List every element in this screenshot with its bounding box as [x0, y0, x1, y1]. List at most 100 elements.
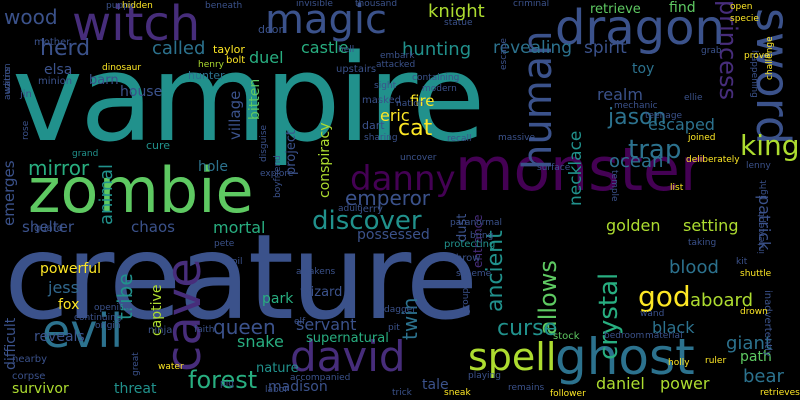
word: evil [42, 304, 124, 358]
word: containing [412, 73, 460, 83]
word: minion [38, 76, 73, 87]
word: necklace [566, 130, 586, 206]
word: curse [497, 316, 558, 341]
word: puppy [106, 1, 135, 11]
word: wand [640, 309, 665, 319]
word: trick [392, 388, 412, 398]
word: pit [388, 323, 400, 333]
word: stock [553, 331, 580, 342]
word: remains [508, 383, 545, 393]
word: fire [410, 92, 435, 110]
word: chaos [131, 218, 175, 236]
word: henry [198, 60, 224, 70]
word: giant [726, 333, 772, 354]
word: massive [498, 133, 536, 143]
word: invisible [296, 0, 333, 9]
word: retrieve [590, 2, 641, 17]
word: village [226, 90, 244, 140]
word: statue [444, 18, 473, 28]
word: blood [669, 257, 719, 278]
word: trap [628, 135, 682, 165]
word: nation [396, 99, 425, 109]
word: lenny [746, 161, 771, 171]
word: duel [249, 48, 284, 67]
word: dinosaur [102, 63, 142, 73]
word: modern [422, 84, 457, 94]
word: uncover [400, 153, 437, 163]
word: snake [237, 332, 284, 351]
word: taylor [213, 43, 245, 56]
word: hunter [188, 69, 225, 82]
word: animal [96, 163, 117, 225]
word: faith [194, 325, 215, 335]
word: audition [3, 63, 13, 100]
word: embark [380, 51, 415, 61]
word: prove [744, 51, 770, 61]
word: path [740, 349, 772, 365]
word: crystal [594, 272, 624, 360]
word: explore [260, 169, 294, 179]
word: surface [537, 163, 571, 173]
word: specie [730, 14, 759, 24]
word: ocean [609, 151, 664, 172]
word: thousand [355, 0, 398, 9]
word: dagger [384, 305, 416, 315]
word: list [670, 183, 684, 193]
word: bring [470, 231, 494, 241]
word: attacked [376, 60, 416, 70]
word: fox [58, 297, 80, 313]
word: dragon [555, 0, 725, 56]
word: recall [447, 134, 472, 144]
word: bedroom [604, 331, 645, 341]
word: park [262, 291, 294, 307]
word: great [131, 352, 141, 376]
word: rose [21, 120, 31, 140]
word: protecting [444, 239, 496, 250]
word: inadvertently [762, 290, 773, 357]
word: cat [398, 116, 433, 141]
word: threat [114, 381, 157, 397]
word: water [158, 362, 184, 372]
word: knight [428, 1, 485, 22]
word: joined [688, 133, 716, 143]
word: king [740, 129, 800, 162]
word: jin [20, 89, 32, 100]
word: bolt [226, 55, 246, 66]
word: upstairs [336, 64, 377, 75]
word: toy [632, 61, 655, 77]
word: disguise [259, 124, 269, 162]
word: deliberately [686, 155, 740, 165]
word: criminal [513, 0, 550, 9]
word: teenage [645, 111, 683, 121]
word: cave [156, 258, 212, 372]
word: aboard [690, 290, 754, 311]
word: grab [701, 46, 722, 56]
word: playing [468, 371, 501, 381]
word: jess [48, 278, 79, 297]
word: light [759, 180, 769, 200]
word: witch [72, 0, 201, 52]
word: guard [34, 223, 64, 234]
word: open [730, 2, 753, 12]
word: sneak [444, 388, 471, 398]
word: madison [268, 379, 328, 395]
word: revealing [493, 38, 573, 58]
word: awakens [296, 267, 336, 277]
word: creature [4, 208, 478, 346]
word: accompanied [290, 373, 351, 383]
word: daniel [596, 374, 645, 393]
word: nature [256, 361, 299, 376]
word: temple [609, 170, 619, 202]
word: called [152, 38, 206, 59]
word: ellie [684, 93, 703, 103]
word: elsa [44, 62, 73, 78]
word: hell [338, 45, 355, 55]
word: find [669, 0, 696, 16]
word: beneath [205, 1, 243, 11]
word: labor [265, 385, 288, 395]
word: hunting [402, 39, 472, 60]
word: shelter [22, 218, 74, 236]
word: supernatural [306, 331, 389, 346]
word: door [258, 23, 283, 36]
word: mother [34, 37, 71, 48]
